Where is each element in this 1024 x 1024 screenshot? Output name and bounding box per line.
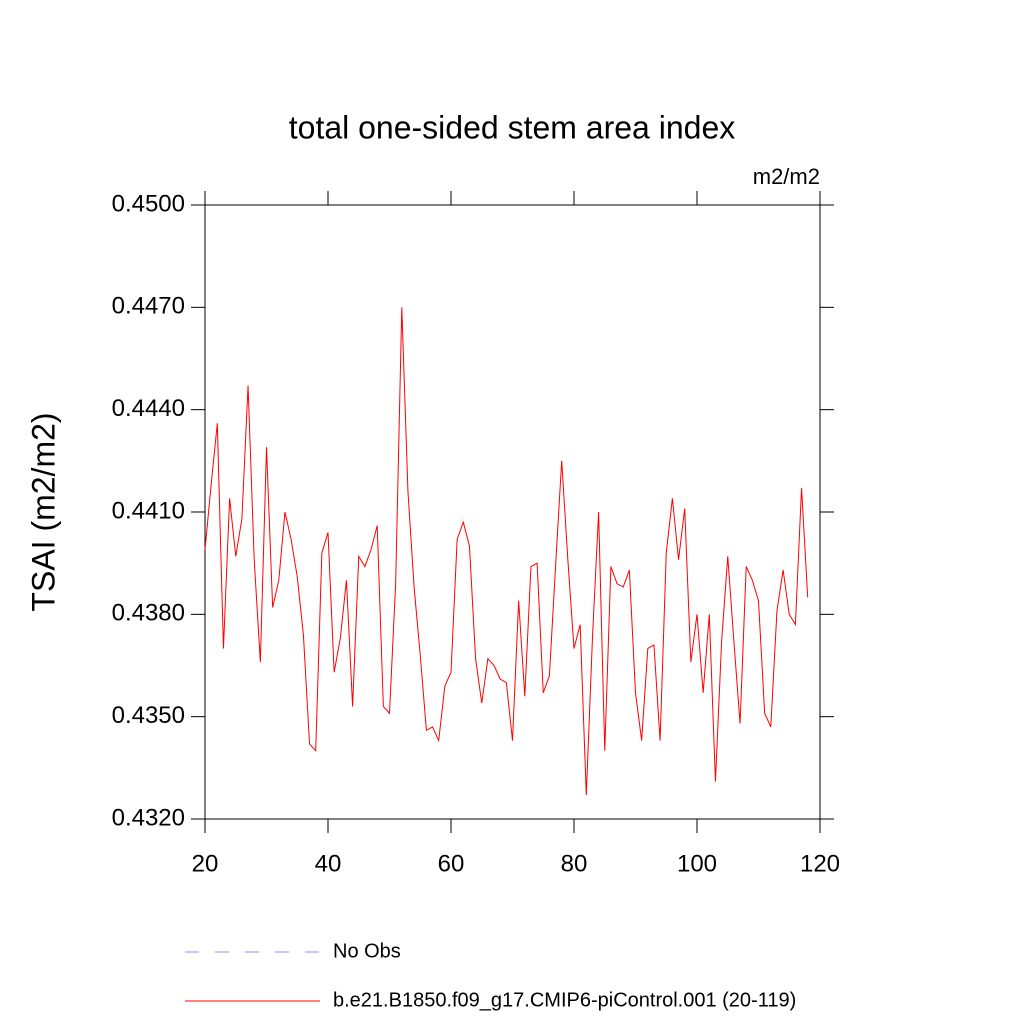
x-tick-label: 60	[438, 850, 465, 877]
chart-title: total one-sided stem area index	[289, 109, 735, 145]
x-tick-label: 20	[192, 850, 219, 877]
y-tick-label: 0.4500	[112, 190, 185, 217]
x-tick-label: 100	[677, 850, 717, 877]
data-line	[204, 307, 809, 796]
units-label: m2/m2	[753, 164, 820, 189]
y-tick-label: 0.4350	[112, 702, 185, 729]
y-tick-label: 0.4470	[112, 293, 185, 320]
plot-frame	[204, 204, 821, 820]
x-tick-label: 80	[561, 850, 588, 877]
y-tick-label: 0.4410	[112, 497, 185, 524]
y-tick-label: 0.4440	[112, 395, 185, 422]
legend-label: No Obs	[333, 940, 401, 962]
y-tick-label: 0.4320	[112, 804, 185, 831]
y-axis-label: TSAI (m2/m2)	[25, 412, 61, 611]
x-tick-label: 40	[315, 850, 342, 877]
legend-label: b.e21.B1850.f09_g17.CMIP6-piControl.001 …	[333, 989, 796, 1011]
x-tick-label: 120	[800, 850, 840, 877]
y-tick-label: 0.4380	[112, 600, 185, 627]
